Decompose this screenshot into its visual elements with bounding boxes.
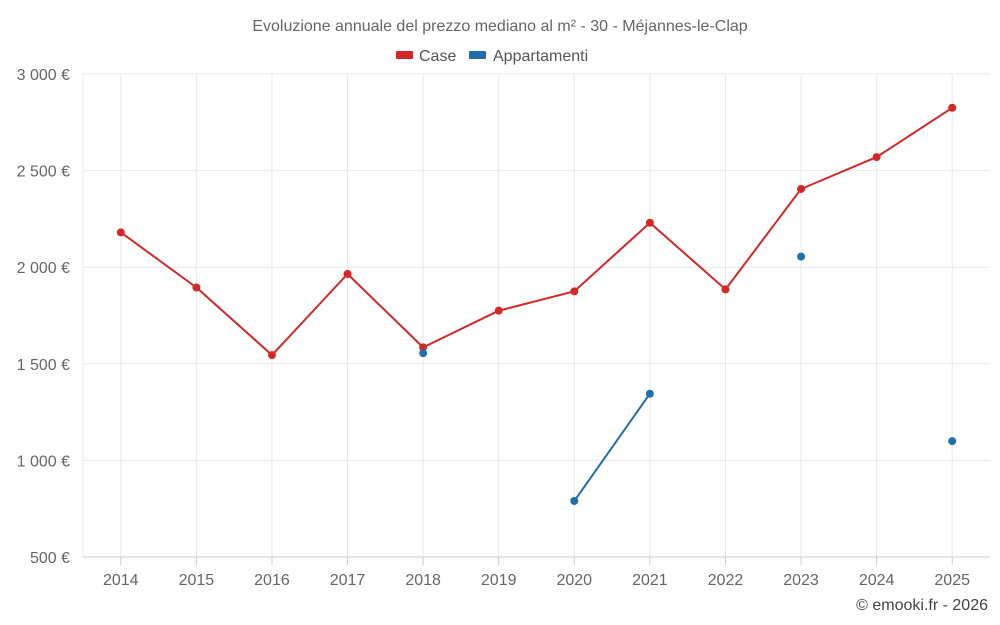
- x-tick-label: 2021: [632, 572, 668, 589]
- y-tick-label: 500 €: [30, 550, 70, 567]
- grid: [82, 73, 990, 557]
- data-point-case-2021[interactable]: [645, 218, 654, 227]
- series-case: [116, 103, 957, 360]
- series-appartamenti: [419, 252, 957, 505]
- legend-label-appartamenti: Appartamenti: [493, 48, 588, 65]
- y-axis-ticks: 500 € 1 000 € 1 500 € 2 000 € 2 500 € 3 000 €: [17, 67, 70, 567]
- x-tick-label: 2020: [556, 572, 592, 589]
- x-tick-label: 2016: [254, 572, 290, 589]
- x-tick-label: 2018: [405, 572, 441, 589]
- data-point-case-2023[interactable]: [797, 184, 806, 193]
- series-line-case: [120, 106, 953, 357]
- x-tick-label: 2023: [783, 572, 819, 589]
- legend-swatch-appartamenti: [469, 51, 486, 59]
- data-point-case-2025[interactable]: [948, 103, 957, 112]
- data-point-appartamenti-2020[interactable]: [570, 496, 579, 505]
- x-tick-label: 2017: [330, 572, 366, 589]
- legend: Case Appartamenti: [396, 48, 588, 65]
- data-point-case-2014[interactable]: [116, 228, 125, 237]
- y-tick-label: 1 500 €: [17, 357, 70, 374]
- x-tick-label: 2014: [103, 572, 139, 589]
- data-point-case-2015[interactable]: [192, 283, 201, 292]
- x-tick-label: 2019: [481, 572, 517, 589]
- x-tick-label: 2024: [859, 572, 895, 589]
- y-tick-label: 2 000 €: [17, 260, 70, 277]
- chart-title: Evoluzione annuale del prezzo mediano al…: [252, 18, 747, 35]
- x-tick-label: 2015: [179, 572, 215, 589]
- data-point-case-2016[interactable]: [267, 351, 276, 360]
- legend-item-appartamenti[interactable]: Appartamenti: [469, 48, 588, 65]
- data-point-case-2024[interactable]: [872, 153, 881, 162]
- legend-item-case[interactable]: Case: [396, 48, 456, 65]
- y-tick-label: 1 000 €: [17, 453, 70, 470]
- data-point-appartamenti-2021[interactable]: [645, 389, 654, 398]
- data-point-case-2020[interactable]: [570, 287, 579, 296]
- data-point-case-2017[interactable]: [343, 269, 352, 278]
- x-tick-label: 2022: [708, 572, 744, 589]
- data-point-appartamenti-2018[interactable]: [419, 349, 428, 358]
- data-point-case-2018[interactable]: [419, 343, 428, 352]
- data-point-appartamenti-2023[interactable]: [797, 252, 806, 261]
- series: [116, 103, 957, 505]
- credit-text: © emooki.fr - 2026: [856, 597, 988, 614]
- series-line-appartamenti: [573, 393, 651, 502]
- data-point-case-2019[interactable]: [494, 306, 503, 315]
- legend-swatch-case: [396, 51, 413, 59]
- data-point-case-2022[interactable]: [721, 285, 730, 294]
- data-point-appartamenti-2025[interactable]: [948, 437, 957, 446]
- x-tick-label: 2025: [934, 572, 970, 589]
- y-tick-label: 3 000 €: [17, 67, 70, 84]
- x-axis-ticks: 2014 2015 2016 2017 2018 2019 2020 2021 2022 2023…: [103, 557, 970, 589]
- y-tick-label: 2 500 €: [17, 164, 70, 181]
- legend-label-case: Case: [419, 48, 456, 65]
